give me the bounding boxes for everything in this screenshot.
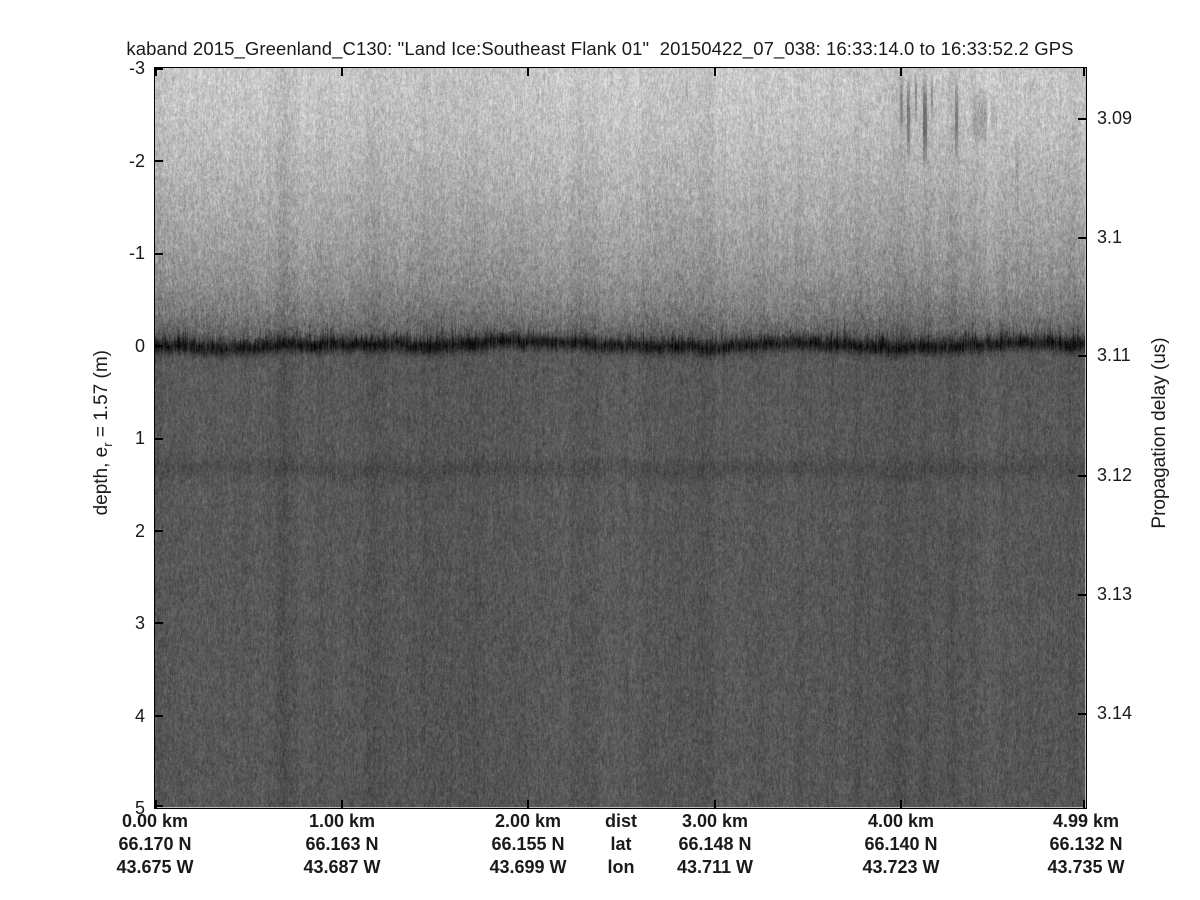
lat-header: lat xyxy=(610,834,632,854)
depth-tick-label: 1 xyxy=(134,428,145,448)
plot-area xyxy=(154,67,1087,809)
latitude-label: 66.148 N xyxy=(678,834,752,854)
depth-tick-label: 0 xyxy=(134,336,145,356)
y-tick-right xyxy=(1078,355,1086,357)
left-axis-label-post: = 1.57 (m) xyxy=(91,350,113,443)
left-axis-label: depth, er = 1.57 (m) xyxy=(69,350,115,526)
x-tick-bottom xyxy=(900,800,902,808)
x-tick-bottom xyxy=(527,800,529,808)
y-tick-right xyxy=(1078,713,1086,715)
latitude-label: 66.155 N xyxy=(491,834,565,854)
y-tick-left xyxy=(155,68,163,70)
depth-tick-label: 5 xyxy=(134,798,145,818)
left-axis-label-pre: depth, e xyxy=(91,446,113,516)
delay-tick-label: 3.11 xyxy=(1097,345,1131,365)
y-tick-left xyxy=(155,160,163,162)
x-tick-top xyxy=(155,68,157,76)
x-tick-bottom xyxy=(155,800,157,808)
longitude-label: 43.699 W xyxy=(489,857,567,877)
y-tick-left xyxy=(155,715,163,717)
depth-tick-label: 2 xyxy=(134,521,145,541)
bottom-axis-column: 4.99 km 66.132 N 43.735 W xyxy=(1001,810,1171,879)
longitude-label: 43.687 W xyxy=(303,857,381,877)
delay-tick-label: 3.09 xyxy=(1097,108,1133,128)
figure-title: kaband 2015_Greenland_C130: "Land Ice:So… xyxy=(126,38,1074,59)
dist-header: dist xyxy=(604,811,637,831)
bottom-axis-column: 4.00 km 66.140 N 43.723 W xyxy=(816,810,986,879)
latitude-label: 66.132 N xyxy=(1049,834,1123,854)
echogram-canvas xyxy=(155,68,1085,807)
depth-tick-label: 3 xyxy=(134,613,145,633)
delay-tick-label: 3.12 xyxy=(1097,465,1133,485)
y-tick-right xyxy=(1078,475,1086,477)
latitude-label: 66.163 N xyxy=(305,834,379,854)
y-tick-left xyxy=(155,253,163,255)
distance-label: 3.00 km xyxy=(681,811,749,831)
y-tick-left xyxy=(155,438,163,440)
distance-label: 4.99 km xyxy=(1052,811,1120,831)
bottom-axis-header-column: dist lat lon xyxy=(536,810,706,879)
delay-tick-label: 3.14 xyxy=(1097,703,1133,723)
x-tick-top xyxy=(900,68,902,76)
y-tick-left xyxy=(155,345,163,347)
left-axis-label-sub: r xyxy=(99,442,115,447)
bottom-axis-column: 2.00 km 66.155 N 43.699 W xyxy=(443,810,613,879)
longitude-label: 43.675 W xyxy=(116,857,194,877)
distance-label: 0.00 km xyxy=(121,811,189,831)
x-tick-top xyxy=(341,68,343,76)
depth-tick-label: -2 xyxy=(128,151,145,171)
lon-header: lon xyxy=(607,857,635,877)
y-tick-right xyxy=(1078,594,1086,596)
latitude-label: 66.140 N xyxy=(864,834,938,854)
bottom-axis-column: 1.00 km 66.163 N 43.687 W xyxy=(257,810,427,879)
y-tick-left xyxy=(155,805,163,807)
x-tick-top xyxy=(527,68,529,76)
longitude-label: 43.723 W xyxy=(862,857,940,877)
right-axis-label: Propagation delay (us) xyxy=(1149,337,1170,529)
x-tick-top xyxy=(1083,68,1085,76)
distance-label: 4.00 km xyxy=(867,811,935,831)
x-tick-bottom xyxy=(341,800,343,808)
y-tick-right xyxy=(1078,237,1086,239)
x-tick-top xyxy=(714,68,716,76)
x-tick-bottom xyxy=(1083,800,1085,808)
y-tick-right xyxy=(1078,118,1086,120)
depth-tick-label: -1 xyxy=(128,243,145,263)
delay-tick-label: 3.1 xyxy=(1097,227,1123,247)
y-tick-left xyxy=(155,622,163,624)
x-tick-bottom xyxy=(714,800,716,808)
distance-label: 1.00 km xyxy=(308,811,376,831)
bottom-axis-column: 3.00 km 66.148 N 43.711 W xyxy=(630,810,800,879)
depth-tick-label: -3 xyxy=(128,58,145,78)
delay-tick-label: 3.13 xyxy=(1097,584,1133,604)
longitude-label: 43.735 W xyxy=(1047,857,1125,877)
y-tick-left xyxy=(155,530,163,532)
longitude-label: 43.711 W xyxy=(676,857,754,877)
distance-label: 2.00 km xyxy=(494,811,562,831)
depth-tick-label: 4 xyxy=(134,706,145,726)
latitude-label: 66.170 N xyxy=(118,834,192,854)
bottom-axis-column: 0.00 km 66.170 N 43.675 W xyxy=(70,810,240,879)
